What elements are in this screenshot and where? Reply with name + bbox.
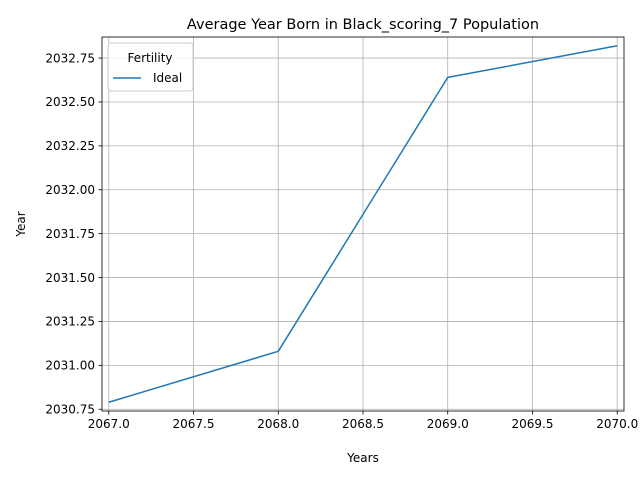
x-tick-label: 2067.0 bbox=[88, 417, 130, 431]
chart-title: Average Year Born in Black_scoring_7 Pop… bbox=[187, 17, 539, 33]
y-axis-ticks: 2030.75 2031.00 2031.25 2031.50 2031.75 2032.… bbox=[45, 51, 102, 416]
x-tick-label: 2068.5 bbox=[342, 417, 384, 431]
x-axis-label: Years bbox=[346, 451, 379, 465]
grid-lines bbox=[102, 37, 624, 411]
y-tick-label: 2032.75 bbox=[45, 51, 95, 65]
legend-title: Fertility bbox=[127, 51, 172, 65]
legend: Fertility Ideal bbox=[107, 42, 194, 92]
x-tick-label: 2069.5 bbox=[511, 417, 553, 431]
x-tick-label: 2067.5 bbox=[173, 417, 215, 431]
y-tick-label: 2031.50 bbox=[45, 271, 95, 285]
y-tick-label: 2030.75 bbox=[45, 402, 95, 416]
x-axis-ticks: 2067.0 2067.5 2068.0 2068.5 2069.0 2069.5 2070… bbox=[88, 411, 638, 431]
series-line-ideal bbox=[108, 45, 618, 403]
series-layer bbox=[108, 45, 618, 403]
y-tick-label: 2031.75 bbox=[45, 227, 95, 241]
y-tick-label: 2031.25 bbox=[45, 315, 95, 329]
y-axis-label: Year bbox=[14, 211, 28, 237]
x-tick-label: 2068.0 bbox=[257, 417, 299, 431]
y-tick-label: 2031.00 bbox=[45, 359, 95, 373]
x-tick-label: 2070.0 bbox=[596, 417, 638, 431]
legend-label-ideal: Ideal bbox=[153, 71, 182, 85]
y-tick-label: 2032.50 bbox=[45, 95, 95, 109]
legend-box bbox=[107, 42, 194, 92]
y-tick-label: 2032.00 bbox=[45, 183, 95, 197]
y-tick-label: 2032.25 bbox=[45, 139, 95, 153]
x-tick-label: 2069.0 bbox=[427, 417, 469, 431]
